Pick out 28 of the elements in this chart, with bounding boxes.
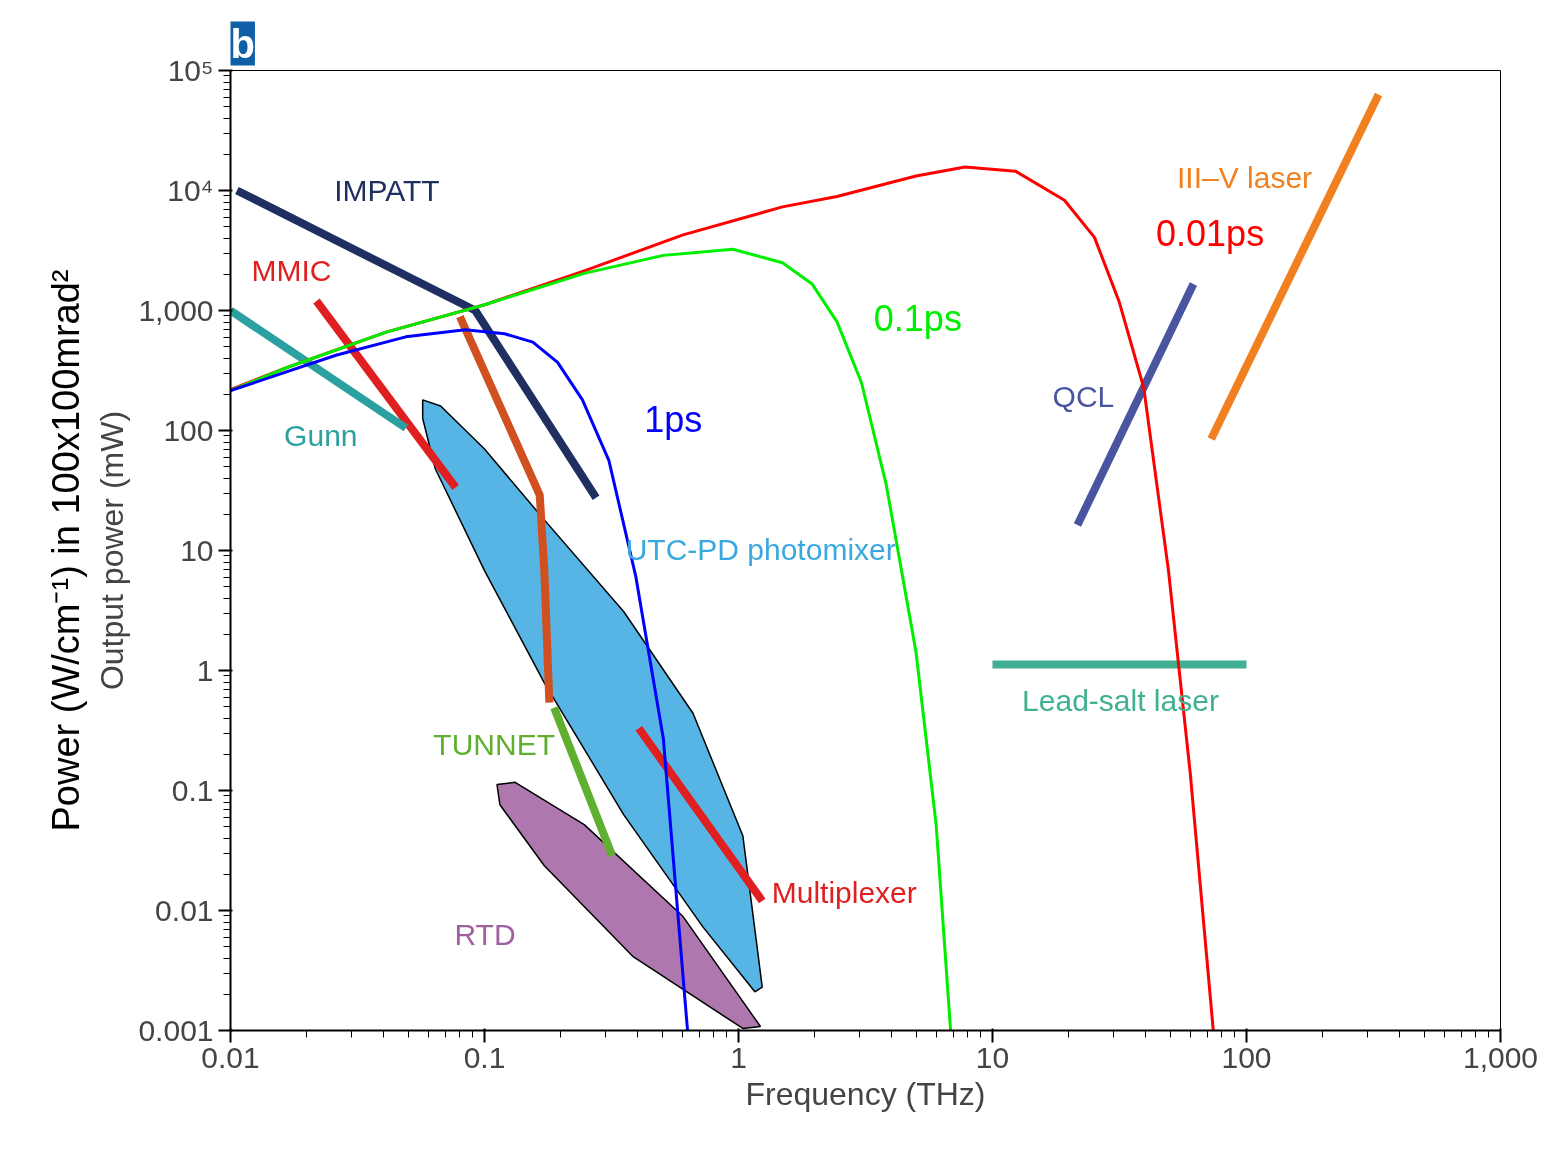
series-label: RTD (454, 918, 516, 952)
series-label: MMIC (251, 254, 332, 288)
y-tick-label: 1,000 (138, 294, 214, 327)
y-tick-label: 1 (196, 654, 214, 687)
y-tick-label: 0.01 (155, 894, 214, 927)
series-label: 0.01ps (1156, 213, 1265, 255)
series-label: Multiplexer (771, 876, 917, 910)
series-label: IMPATT (334, 174, 440, 207)
x-tick-label: 10 (975, 1040, 1010, 1074)
series-label: 0.1ps (873, 297, 962, 339)
series-label: TUNNET (433, 728, 555, 762)
text: b (230, 21, 255, 66)
series-label: 1ps (644, 399, 703, 441)
series-label: QCL (1052, 379, 1115, 413)
series-label: III–V laser (1177, 161, 1313, 195)
x-tick-label: 1 (730, 1040, 747, 1074)
y-tick-label: 0.1 (171, 774, 214, 807)
x-axis-title: Frequency (THz) (745, 1075, 986, 1112)
y-tick-label: 10⁴ (167, 174, 214, 207)
y-tick-label: 10 (180, 534, 214, 567)
series-label: Gunn (284, 419, 358, 453)
x-tick-label: 1,000 (1462, 1040, 1539, 1074)
y-axis-title: Output power (mW) (94, 410, 131, 691)
x-tick-label: 0.1 (463, 1040, 506, 1074)
y-tick-label: 10⁵ (167, 54, 214, 87)
y-tick-label: 100 (163, 414, 214, 447)
text: Power (W/cm⁻¹) in 100x100mrad² (44, 269, 87, 832)
x-tick-label: 100 (1221, 1040, 1272, 1074)
